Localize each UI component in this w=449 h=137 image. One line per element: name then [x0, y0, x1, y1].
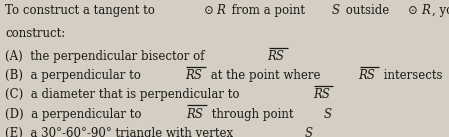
Text: R: R — [421, 4, 430, 17]
Text: outside: outside — [342, 4, 393, 17]
Text: RS: RS — [186, 108, 203, 121]
Text: through point: through point — [208, 108, 297, 121]
Text: from a point: from a point — [228, 4, 308, 17]
Text: To construct a tangent to: To construct a tangent to — [5, 4, 159, 17]
Text: (D)  a perpendicular to: (D) a perpendicular to — [5, 108, 145, 121]
Text: RS: RS — [359, 69, 375, 82]
Text: , you need to: , you need to — [432, 4, 449, 17]
Text: S: S — [304, 127, 313, 137]
Text: intersects: intersects — [380, 69, 447, 82]
Text: RS: RS — [185, 69, 202, 82]
Text: RS: RS — [313, 88, 330, 101]
Text: at the point where: at the point where — [207, 69, 325, 82]
Text: ⊙: ⊙ — [408, 4, 418, 17]
Text: (A)  the perpendicular bisector of: (A) the perpendicular bisector of — [5, 50, 209, 63]
Text: S: S — [332, 4, 340, 17]
Text: (E)  a 30°-60°-90° triangle with vertex: (E) a 30°-60°-90° triangle with vertex — [5, 127, 237, 137]
Text: construct:: construct: — [5, 27, 66, 40]
Text: RS: RS — [268, 50, 285, 63]
Text: S: S — [323, 108, 331, 121]
Text: (B)  a perpendicular to: (B) a perpendicular to — [5, 69, 145, 82]
Text: (C)  a diameter that is perpendicular to: (C) a diameter that is perpendicular to — [5, 88, 244, 101]
Text: ⊙: ⊙ — [203, 4, 213, 17]
Text: R: R — [216, 4, 225, 17]
